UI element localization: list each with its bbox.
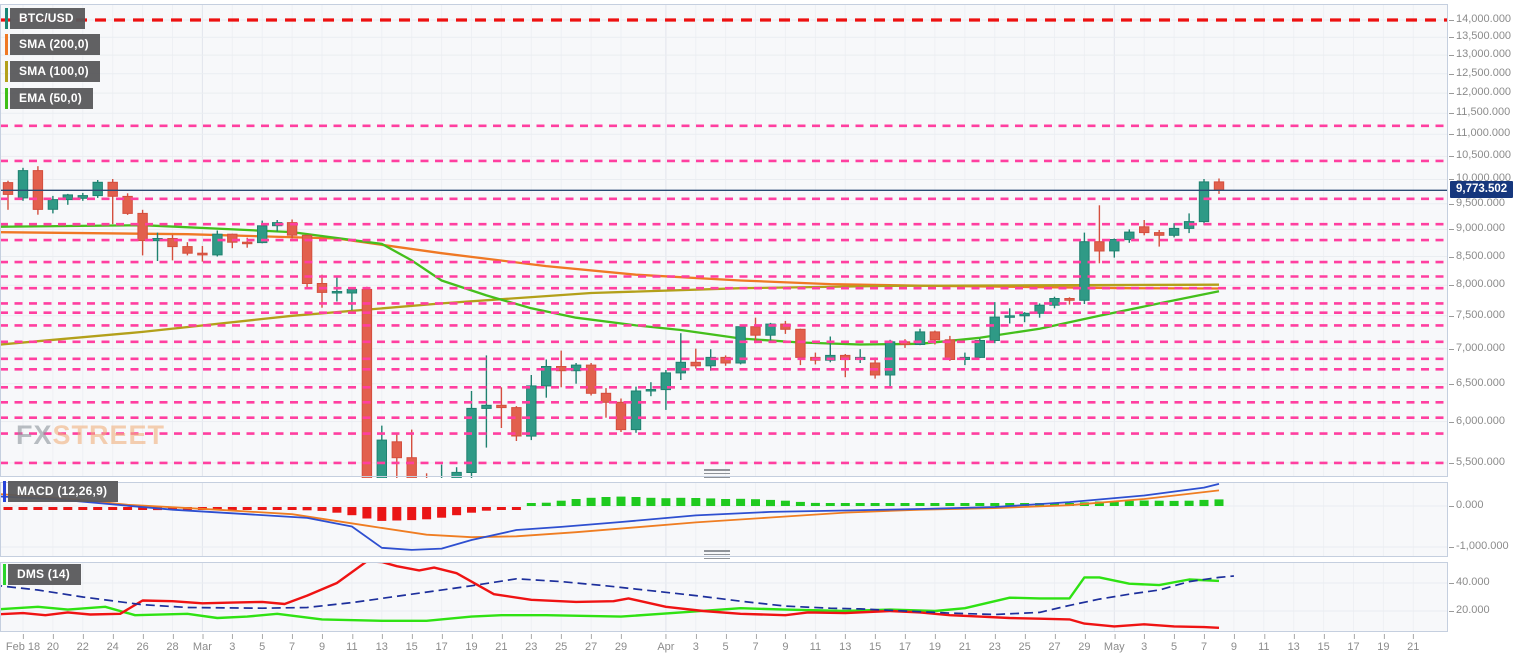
time-axis-label: 22 xyxy=(76,634,89,653)
time-axis-label: 20 xyxy=(46,634,60,653)
sma100-legend-badge[interactable]: SMA (100,0) xyxy=(5,61,100,82)
time-axis-label: 11 xyxy=(1258,634,1270,653)
sma100-accent-bar xyxy=(5,61,8,82)
price-axis-label: 7,500.000 xyxy=(1449,308,1505,321)
dms-legend-badge[interactable]: DMS (14) xyxy=(3,564,81,585)
ema50-accent-bar xyxy=(5,88,8,109)
time-axis-label: 15 xyxy=(1317,634,1330,653)
price-axis-label: 8,500.000 xyxy=(1449,249,1505,262)
time-axis-label: 26 xyxy=(136,634,149,653)
time-axis-label: 23 xyxy=(525,634,538,653)
sma200-legend-badge[interactable]: SMA (200,0) xyxy=(5,34,100,55)
fxstreet-watermark: FXSTREET xyxy=(16,420,166,450)
macd-panel-canvas[interactable] xyxy=(0,482,1449,558)
ema50-label: EMA (50,0) xyxy=(10,88,93,109)
time-axis-label: May xyxy=(1103,634,1125,653)
time-axis-label: 5 xyxy=(722,634,729,653)
time-axis-label: 3 xyxy=(1141,634,1148,653)
time-axis-label: 27 xyxy=(1048,634,1061,653)
time-axis-label: 29 xyxy=(614,634,628,653)
price-axis-label: 10,500.000 xyxy=(1448,149,1512,162)
macd-accent-bar xyxy=(3,481,6,502)
price-axis-label: 8,000.000 xyxy=(1449,278,1505,291)
time-axis-label: 5 xyxy=(1171,634,1178,653)
time-axis-label: Apr xyxy=(657,634,675,653)
price-axis-label: 7,000.000 xyxy=(1449,341,1505,354)
dms-axis-label: 20.000 xyxy=(1449,604,1490,616)
sma100-label: SMA (100,0) xyxy=(10,61,100,82)
time-axis-label: 9 xyxy=(1230,634,1237,653)
time-axis-label: 11 xyxy=(809,634,822,653)
time-axis-label: 17 xyxy=(435,634,448,653)
macd-axis-label: -1,000.000 xyxy=(1449,540,1509,552)
price-axis-label: 9,500.000 xyxy=(1449,196,1505,209)
time-axis-label: 9 xyxy=(782,634,789,653)
time-axis-label: Mar xyxy=(192,634,212,653)
time-axis-label: 7 xyxy=(1200,634,1208,653)
time-axis-label: 17 xyxy=(1347,634,1360,653)
time-axis-label: 24 xyxy=(106,634,119,653)
time-axis-label: 19 xyxy=(928,634,942,653)
price-axis-label: 6,500.000 xyxy=(1449,376,1505,389)
time-axis-label: 7 xyxy=(752,634,759,653)
macd-axis-label: 0.000 xyxy=(1449,499,1484,511)
price-axis-label: 13,500.000 xyxy=(1448,30,1512,43)
price-axis-label: 13,000.000 xyxy=(1448,48,1512,61)
time-axis-label: Feb 18 xyxy=(5,634,41,653)
time-axis-label: 25 xyxy=(555,634,568,653)
symbol-accent-bar xyxy=(5,8,8,29)
time-axis-label: 15 xyxy=(405,634,418,653)
time-axis-label: 21 xyxy=(495,634,508,653)
ema50-legend-badge[interactable]: EMA (50,0) xyxy=(5,88,93,109)
time-axis-label: 28 xyxy=(166,634,179,653)
panel-resize-grip-macd-dms[interactable] xyxy=(704,550,730,559)
time-axis-label: 3 xyxy=(692,634,699,653)
time-axis-label: 25 xyxy=(1018,634,1031,653)
time-axis-label: 15 xyxy=(868,634,882,653)
time-axis-label: 19 xyxy=(465,634,478,653)
time-axis-label: 9 xyxy=(318,634,326,653)
time-axis-label: 19 xyxy=(1377,634,1390,653)
price-axis-label: 12,000.000 xyxy=(1448,86,1512,99)
price-axis-label: 5,500.000 xyxy=(1449,455,1505,468)
time-axis-label: 27 xyxy=(584,634,598,653)
dms-axis-label: 40.000 xyxy=(1449,576,1490,588)
time-axis-label: 23 xyxy=(988,634,1001,653)
sma200-label: SMA (200,0) xyxy=(10,34,100,55)
price-panel-canvas[interactable] xyxy=(0,4,1449,478)
panel-resize-grip-main-macd[interactable] xyxy=(704,469,730,478)
price-axis-label: 6,000.000 xyxy=(1449,414,1505,427)
time-axis-label: 13 xyxy=(839,634,852,653)
current-price-badge: 9,773.502 xyxy=(1450,181,1514,199)
time-axis-label: 5 xyxy=(259,634,266,653)
time-axis-label: 21 xyxy=(1407,634,1420,653)
symbol-legend-badge[interactable]: BTC/USD xyxy=(5,8,85,29)
price-axis-label: 11,500.000 xyxy=(1448,106,1511,119)
symbol-label: BTC/USD xyxy=(10,8,85,29)
dms-label: DMS (14) xyxy=(8,564,81,585)
dms-panel-canvas[interactable] xyxy=(0,562,1449,633)
time-axis-label: 13 xyxy=(1287,634,1300,653)
time-axis-label: 7 xyxy=(289,634,296,653)
macd-label: MACD (12,26,9) xyxy=(8,481,119,502)
price-axis-label: 9,000.000 xyxy=(1449,222,1505,235)
price-axis-label: 12,500.000 xyxy=(1448,66,1512,79)
sma200-accent-bar xyxy=(5,34,8,55)
price-axis-label: 14,000.000 xyxy=(1448,13,1512,25)
time-axis-label: 11 xyxy=(346,634,358,653)
price-axis-label: 11,000.000 xyxy=(1448,127,1511,140)
time-axis-label: 29 xyxy=(1078,634,1091,653)
dms-accent-bar xyxy=(3,564,6,585)
time-axis-label: 13 xyxy=(375,634,388,653)
macd-legend-badge[interactable]: MACD (12,26,9) xyxy=(3,481,119,502)
time-axis-label: 17 xyxy=(898,634,912,653)
time-axis-label: 21 xyxy=(958,634,972,653)
time-axis-label: 3 xyxy=(229,634,236,653)
